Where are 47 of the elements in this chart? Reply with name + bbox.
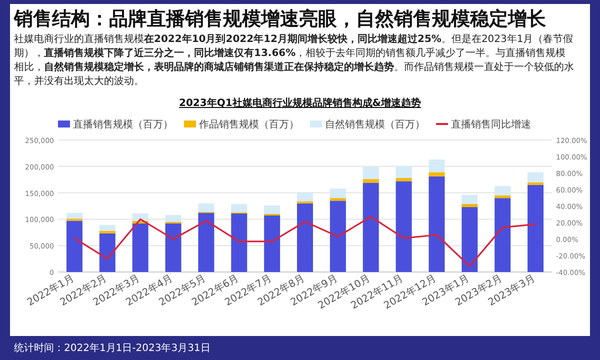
bar [428,172,445,176]
bar [66,212,82,219]
bar [165,214,182,222]
bar [297,192,313,202]
bar [362,182,379,272]
bar [396,178,412,182]
bar [494,198,511,272]
text: 统计时间：2022年1月1日-2023年3月31日 [14,342,210,355]
legend-label: 直播销售规模（百万） [73,118,173,130]
bar [132,213,148,221]
line-series [74,216,536,268]
bar [396,166,412,178]
bar [428,160,445,172]
bar [528,172,544,182]
bar [330,200,346,272]
bar [198,203,214,212]
bar [528,182,544,185]
bar [428,176,445,272]
text: 社媒电商行业的直播销售规模在2022年10月到2022年12月期间增长较快，同比增速超过25%。但是在2023年1月（春节假期），直播销售规模下降了近三分之一，同比增速仅有13.66%，相较于去年同期的销售额几乎减少了一半。与直播销售规模相比，自然销售规模稳定增长，表明品牌的商城店铺销售渠道正在保持稳定的增长趋势。而作品销售规模一直处于一个较低的水平，并没有出现太大的波动。 [14,34,574,87]
bar [462,194,478,204]
bar [362,166,379,180]
legend-label: 自然销售规模（百万） [325,118,425,130]
bar [99,233,116,272]
bar [330,198,346,201]
bar [462,204,478,208]
bar [362,179,379,183]
bar [494,186,511,196]
chart-title: 销售结构：品牌直播销售规模增速亮眼，自然销售规模稳定增长 [14,7,547,32]
bar [99,230,116,234]
bar [66,220,82,272]
bar [528,184,544,272]
bar [165,223,182,272]
legend-label: 作品销售规模（百万） [198,118,299,130]
bar [231,204,248,212]
bar [297,203,313,272]
bar [396,181,412,272]
legend-label: 直播销售同比增速 [451,118,531,130]
bar [99,225,116,231]
bar [330,188,346,198]
bar [264,205,280,214]
bar [231,213,248,272]
bar [132,223,148,272]
bar [494,195,511,198]
chart-subtitle: 2023年Q1社媒电商行业规模品牌销售构成&增速趋势 [178,97,422,109]
bar [462,207,478,272]
bar [264,216,280,272]
bar [198,212,214,272]
